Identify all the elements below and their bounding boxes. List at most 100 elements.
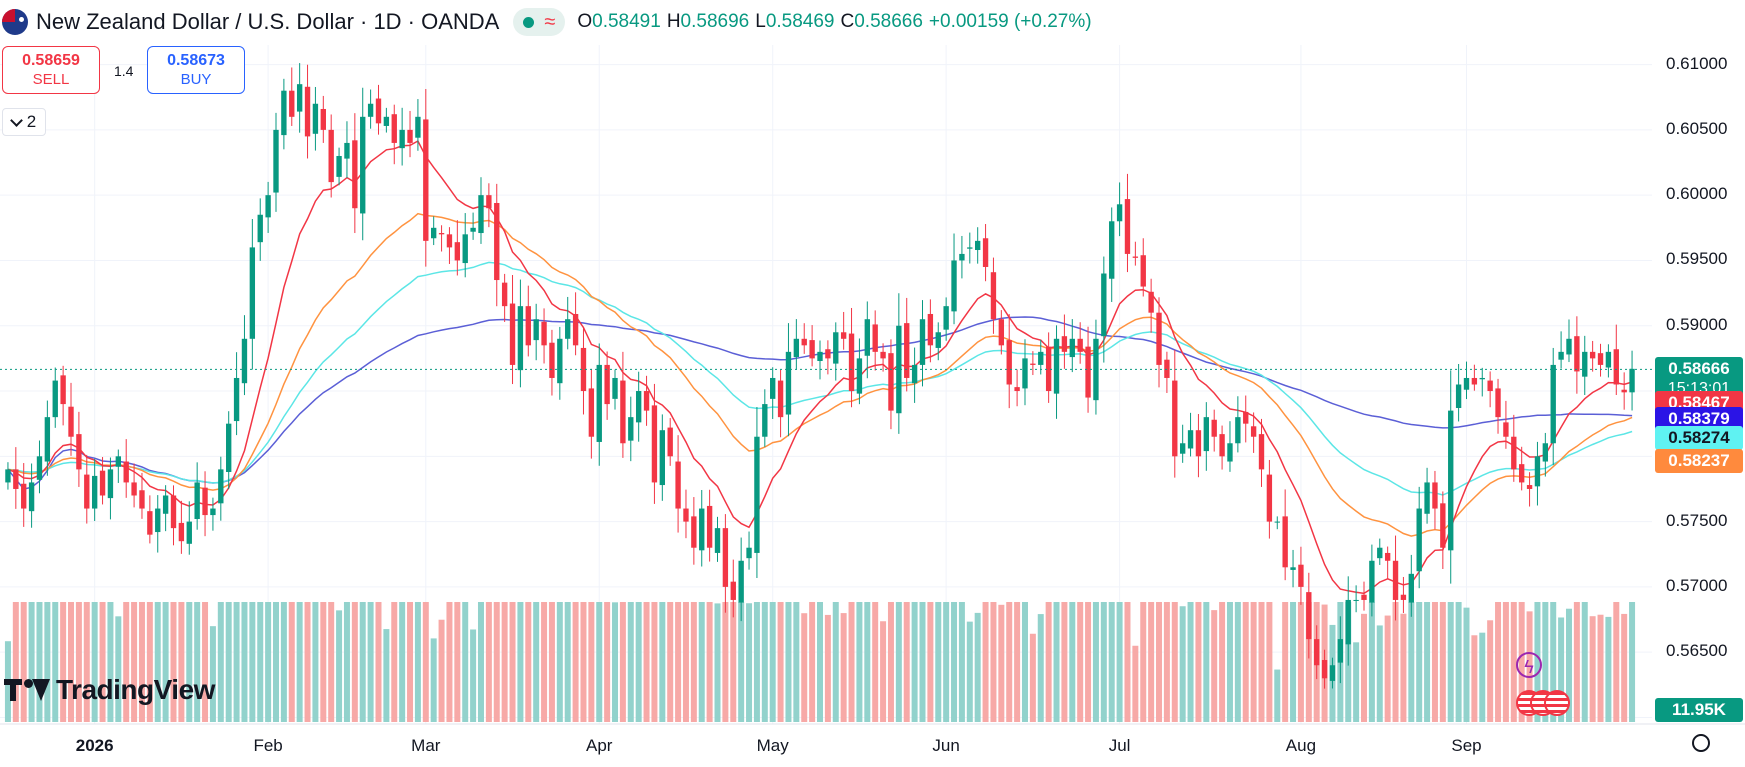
candle-body xyxy=(52,380,58,418)
volume-bar xyxy=(123,602,130,722)
volume-bar xyxy=(336,610,343,722)
volume-bar xyxy=(982,602,989,722)
candle-body xyxy=(927,313,934,346)
volume-bar xyxy=(138,602,145,722)
volume-bar xyxy=(832,602,839,722)
candle-body xyxy=(1290,567,1296,570)
volume-bar xyxy=(454,602,461,722)
volume-bar xyxy=(769,602,776,722)
volume-bar xyxy=(202,602,209,722)
volume-bar xyxy=(517,602,524,722)
volume-bar xyxy=(1037,614,1044,722)
volume-bar xyxy=(951,602,958,722)
volume-bar xyxy=(233,602,240,722)
volume-bar xyxy=(44,602,51,722)
candle-body xyxy=(935,332,941,348)
volume-bar xyxy=(265,602,272,722)
volume-bar xyxy=(1187,602,1194,722)
symbol-title[interactable]: New Zealand Dollar / U.S. Dollar · 1D · … xyxy=(36,9,500,34)
nzd-flag-icon xyxy=(2,9,28,35)
volume-bar xyxy=(1297,602,1304,722)
volume-bar xyxy=(706,602,713,722)
candle-body xyxy=(896,325,902,414)
candle-body xyxy=(1369,560,1375,603)
time-axis-label: May xyxy=(756,736,789,755)
candle-body xyxy=(1187,430,1194,449)
candle-body xyxy=(1227,443,1233,462)
tradingview-logo[interactable]: TradingView xyxy=(4,674,215,706)
market-status-pill[interactable]: ≈ xyxy=(513,8,566,36)
candle-body xyxy=(1519,464,1525,483)
settings-gear-icon[interactable] xyxy=(1692,734,1710,752)
candle-body xyxy=(123,461,129,483)
candle-body xyxy=(1116,204,1123,222)
volume-bar xyxy=(1510,602,1517,722)
volume-bar xyxy=(1100,602,1107,722)
volume-bar xyxy=(162,602,169,722)
volume-bar xyxy=(1408,602,1415,722)
volume-bar xyxy=(824,614,831,722)
indicators-count: 2 xyxy=(26,112,37,131)
volume-bar xyxy=(1140,602,1147,722)
candle-body xyxy=(5,469,11,483)
volume-bar xyxy=(430,638,437,722)
volume-bar xyxy=(1226,602,1233,722)
last-price-value: 0.58666 xyxy=(1668,359,1730,379)
volume-bar xyxy=(99,602,106,722)
candle-body xyxy=(1140,255,1146,287)
time-axis-label: Mar xyxy=(411,736,441,755)
volume-bar xyxy=(1424,602,1431,722)
volume-bar xyxy=(462,602,469,722)
candle-body xyxy=(1448,410,1454,551)
candle-body xyxy=(139,490,145,509)
volume-bar xyxy=(730,602,737,722)
volume-bar xyxy=(580,602,587,722)
sell-button[interactable]: 0.58659 SELL xyxy=(2,46,100,94)
candle-body xyxy=(478,195,484,234)
volume-bar xyxy=(1368,602,1375,722)
candle-body xyxy=(580,347,587,392)
volume-bar xyxy=(1234,602,1241,722)
candle-body xyxy=(131,482,137,496)
candle-body xyxy=(975,240,981,251)
candle-body xyxy=(525,306,531,346)
buy-button[interactable]: 0.58673 BUY xyxy=(147,46,245,94)
volume-bar xyxy=(1132,645,1139,722)
candle-body xyxy=(1526,485,1533,489)
volume-bar xyxy=(990,602,997,722)
candle-body xyxy=(1306,592,1312,640)
volume-bar xyxy=(1258,602,1265,722)
lightning-icon[interactable]: ϟ xyxy=(1516,652,1542,678)
volume-bar xyxy=(1124,602,1131,722)
volume-tag: 11.95K xyxy=(1655,698,1743,722)
candle-body xyxy=(1440,503,1446,548)
candle-body xyxy=(809,340,815,359)
candle-body xyxy=(683,508,689,522)
volume-bar xyxy=(1416,602,1423,722)
indicators-toggle-button[interactable]: 2 xyxy=(2,108,46,136)
volume-bar xyxy=(170,602,177,722)
us-flag-icon[interactable] xyxy=(1544,690,1570,716)
candle-body xyxy=(604,364,610,405)
candle-body xyxy=(651,405,658,483)
candle-body xyxy=(856,358,863,394)
candle-body xyxy=(202,487,208,516)
candle-body xyxy=(1148,291,1154,313)
candle-body xyxy=(1030,363,1036,365)
candle-body xyxy=(1179,443,1186,454)
candle-body xyxy=(226,423,232,472)
candle-body xyxy=(1432,482,1438,509)
candle-body xyxy=(241,338,248,384)
candle-body xyxy=(115,456,121,467)
spread-value: 1.4 xyxy=(114,63,134,79)
candle-body xyxy=(1471,377,1478,385)
volume-bar xyxy=(817,602,823,722)
candle-body xyxy=(84,474,90,509)
volume-bar xyxy=(1305,602,1312,722)
candle-body xyxy=(943,306,949,330)
candle-body xyxy=(1613,349,1619,385)
volume-bar xyxy=(328,602,335,722)
volume-bar xyxy=(217,602,224,722)
volume-bar xyxy=(1092,602,1099,722)
